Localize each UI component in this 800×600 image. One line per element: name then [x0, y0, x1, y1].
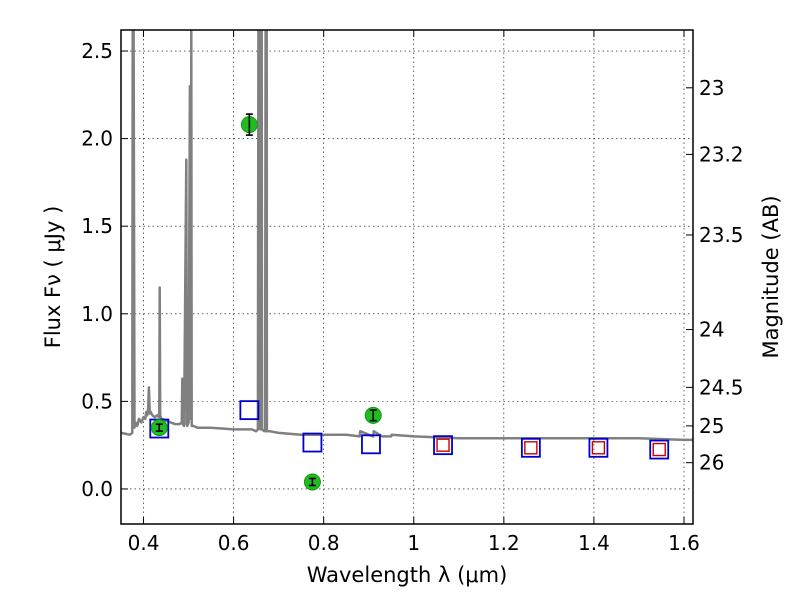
x-tick-label: 0.8 [308, 531, 340, 555]
band-flux-marker [436, 438, 450, 452]
y-right-tick-label: 24 [699, 318, 724, 342]
band-flux-marker [591, 441, 606, 455]
x-tick-label: 1.6 [668, 531, 700, 555]
y-right-tick-label: 23 [699, 76, 724, 100]
x-tick-label: 1.2 [488, 531, 520, 555]
y-axis-right-label: Magnitude (AB) [759, 195, 783, 358]
y-right-tick-label: 23.5 [699, 223, 744, 247]
model-flux-marker [649, 439, 670, 460]
spectrum-line [121, 30, 693, 442]
data-layer [121, 30, 693, 491]
y-right-tick-label: 26 [699, 451, 724, 475]
x-tick-label: 0.6 [218, 531, 250, 555]
y-tick-label: 1.5 [81, 214, 113, 238]
x-tick-label: 0.4 [128, 531, 160, 555]
plot-frame [120, 29, 694, 525]
model-flux-marker [302, 432, 323, 453]
x-tick-label: 1.4 [578, 531, 610, 555]
band-flux-marker [524, 441, 538, 455]
model-flux-marker [520, 437, 541, 458]
y-right-tick-label: 23.2 [699, 142, 744, 166]
model-flux-marker [588, 437, 609, 458]
y-axis-label: Flux Fν ( μJy ) [41, 206, 65, 349]
model-flux-marker [239, 400, 260, 421]
x-tick-label: 1 [407, 531, 420, 555]
band-flux-marker [652, 442, 666, 457]
y-tick-label: 2.0 [81, 127, 113, 151]
x-axis-label: Wavelength λ (μm) [307, 563, 508, 587]
y-tick-label: 1.0 [81, 302, 113, 326]
y-right-tick-label: 25 [699, 414, 724, 438]
y-right-tick-label: 24.5 [699, 375, 744, 399]
y-tick-label: 0.0 [81, 477, 113, 501]
model-flux-marker [433, 435, 453, 456]
model-flux-marker [361, 434, 381, 455]
ticks: 0.4 0.6 0.8 1 1.2 1.4 1.6 0.0 0.5 1.0 1.5 2.0 2.5 23 2… [81, 30, 744, 555]
grid [121, 30, 693, 524]
y-tick-label: 2.5 [81, 39, 113, 63]
y-tick-label: 0.5 [81, 389, 113, 413]
